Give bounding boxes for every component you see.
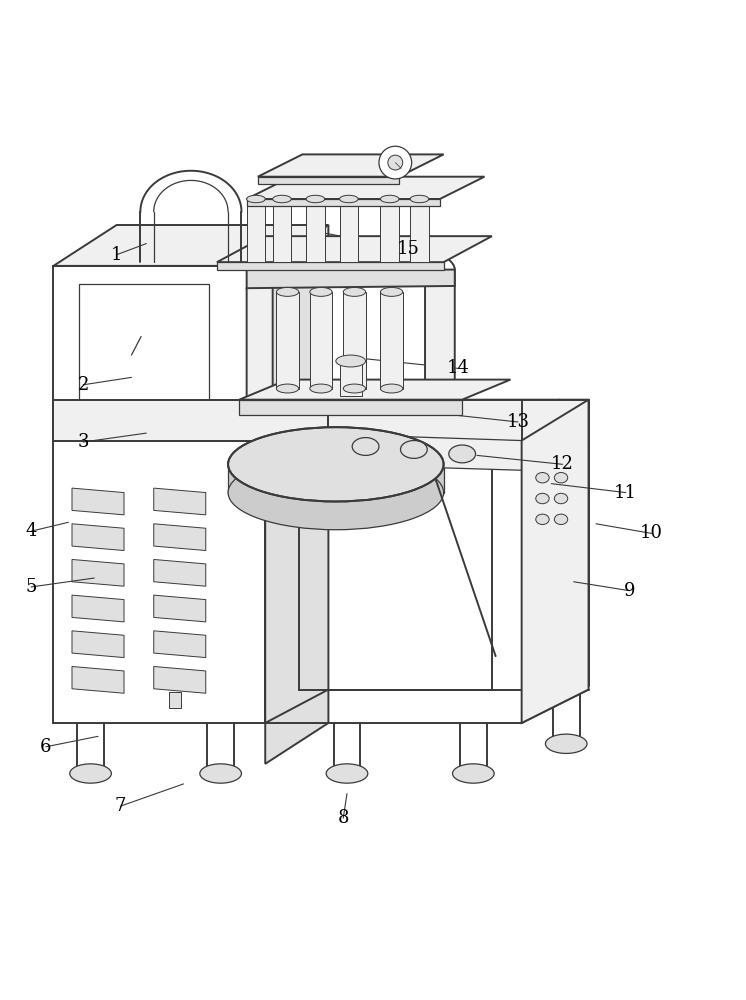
Polygon shape — [273, 199, 291, 262]
Bar — [79, 284, 210, 400]
Ellipse shape — [310, 384, 332, 393]
Polygon shape — [339, 199, 358, 262]
Text: 11: 11 — [614, 484, 637, 502]
Ellipse shape — [536, 493, 549, 504]
Ellipse shape — [380, 195, 399, 203]
Polygon shape — [266, 400, 589, 441]
Bar — [169, 692, 181, 708]
Ellipse shape — [410, 195, 429, 203]
Ellipse shape — [276, 384, 298, 393]
Ellipse shape — [339, 195, 358, 203]
Polygon shape — [410, 199, 429, 262]
Ellipse shape — [336, 355, 366, 367]
Polygon shape — [247, 270, 273, 415]
Polygon shape — [276, 292, 298, 389]
Polygon shape — [247, 199, 440, 206]
Polygon shape — [154, 595, 206, 622]
Ellipse shape — [453, 764, 494, 783]
Text: 2: 2 — [78, 376, 89, 394]
Ellipse shape — [545, 734, 587, 753]
Text: 12: 12 — [551, 455, 574, 473]
Ellipse shape — [247, 195, 266, 203]
Polygon shape — [54, 225, 328, 266]
Text: 14: 14 — [447, 359, 470, 377]
Polygon shape — [310, 292, 332, 389]
Polygon shape — [328, 400, 521, 441]
Ellipse shape — [401, 441, 427, 458]
Text: 15: 15 — [397, 240, 420, 258]
Polygon shape — [154, 524, 206, 551]
Polygon shape — [298, 433, 521, 470]
Polygon shape — [258, 154, 444, 177]
Text: 13: 13 — [507, 413, 530, 431]
Polygon shape — [380, 292, 403, 389]
Ellipse shape — [343, 287, 366, 296]
Ellipse shape — [276, 287, 298, 296]
Text: 7: 7 — [115, 797, 126, 815]
Ellipse shape — [273, 195, 291, 203]
Polygon shape — [306, 199, 325, 262]
Polygon shape — [239, 380, 510, 400]
Polygon shape — [72, 524, 124, 551]
Polygon shape — [266, 400, 328, 764]
Ellipse shape — [306, 195, 325, 203]
Polygon shape — [266, 225, 328, 441]
Ellipse shape — [380, 287, 403, 296]
Polygon shape — [343, 292, 366, 389]
Polygon shape — [154, 559, 206, 586]
Polygon shape — [72, 559, 124, 586]
Ellipse shape — [536, 514, 549, 525]
Polygon shape — [72, 488, 124, 515]
Polygon shape — [154, 488, 206, 515]
Polygon shape — [247, 199, 266, 262]
Text: 6: 6 — [40, 738, 51, 756]
Text: 9: 9 — [624, 582, 635, 600]
Polygon shape — [54, 266, 266, 441]
Ellipse shape — [228, 427, 444, 501]
Polygon shape — [154, 631, 206, 658]
Text: 5: 5 — [25, 578, 37, 596]
Ellipse shape — [380, 384, 403, 393]
Polygon shape — [521, 400, 589, 723]
Polygon shape — [228, 464, 444, 493]
Text: 1: 1 — [111, 246, 122, 264]
Ellipse shape — [352, 438, 379, 455]
Polygon shape — [258, 177, 399, 184]
Polygon shape — [154, 666, 206, 693]
Ellipse shape — [200, 764, 242, 783]
Polygon shape — [72, 666, 124, 693]
Polygon shape — [247, 270, 455, 288]
Text: 3: 3 — [78, 433, 89, 451]
Ellipse shape — [449, 445, 475, 463]
Ellipse shape — [70, 764, 111, 783]
Ellipse shape — [554, 493, 568, 504]
Polygon shape — [72, 631, 124, 658]
Ellipse shape — [388, 155, 403, 170]
Text: 4: 4 — [25, 522, 37, 540]
Ellipse shape — [536, 473, 549, 483]
Polygon shape — [54, 441, 266, 723]
Ellipse shape — [554, 514, 568, 525]
Polygon shape — [247, 177, 484, 199]
Ellipse shape — [228, 455, 444, 530]
Ellipse shape — [343, 384, 366, 393]
Polygon shape — [239, 400, 463, 415]
Ellipse shape — [554, 473, 568, 483]
Text: 10: 10 — [640, 524, 663, 542]
Polygon shape — [54, 400, 328, 441]
Ellipse shape — [379, 146, 412, 179]
Bar — [339, 363, 362, 396]
Polygon shape — [217, 236, 492, 262]
Polygon shape — [54, 400, 589, 441]
Polygon shape — [380, 199, 399, 262]
Polygon shape — [217, 262, 444, 270]
Ellipse shape — [326, 764, 368, 783]
Text: 8: 8 — [337, 809, 349, 827]
Ellipse shape — [310, 287, 332, 296]
Polygon shape — [72, 595, 124, 622]
Polygon shape — [425, 270, 455, 396]
